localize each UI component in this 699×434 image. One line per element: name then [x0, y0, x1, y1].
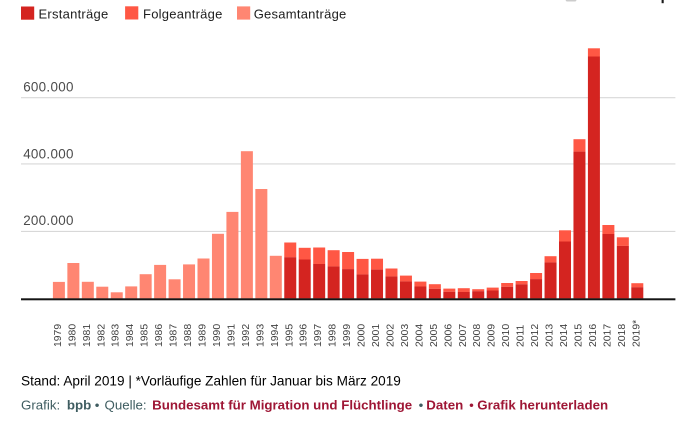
svg-text:2004: 2004	[414, 324, 425, 347]
svg-text:1988: 1988	[183, 324, 194, 347]
svg-text:1997: 1997	[313, 324, 324, 347]
svg-text:Erstanträge: Erstanträge	[39, 7, 109, 22]
svg-text:2017: 2017	[602, 324, 613, 347]
svg-text:1984: 1984	[125, 324, 136, 347]
svg-text:2009: 2009	[487, 324, 498, 347]
svg-text:2008: 2008	[472, 324, 483, 347]
svg-text:1986: 1986	[154, 324, 165, 347]
svg-text:1996: 1996	[299, 324, 310, 347]
svg-text:1980: 1980	[67, 324, 78, 347]
svg-text:2012: 2012	[530, 324, 541, 347]
svg-text:2005: 2005	[429, 324, 440, 347]
svg-text:2015: 2015	[573, 324, 584, 347]
svg-text:2011: 2011	[516, 324, 527, 347]
svg-text:1991: 1991	[226, 324, 237, 347]
svg-text:Gesamtanträge: Gesamtanträge	[254, 7, 347, 22]
svg-text:2007: 2007	[458, 324, 469, 347]
svg-text:1990: 1990	[212, 324, 223, 347]
svg-text:2006: 2006	[443, 324, 454, 347]
svg-text:1985: 1985	[140, 324, 151, 347]
svg-text:1982: 1982	[96, 324, 107, 347]
svg-text:200.000: 200.000	[23, 213, 74, 228]
svg-text:1999: 1999	[342, 324, 353, 347]
svg-text:1981: 1981	[82, 324, 93, 347]
svg-text:2019*: 2019*	[631, 320, 642, 347]
svg-text:1994: 1994	[270, 324, 281, 347]
svg-text:Grafik:bpb•Quelle:Bundesamt fü: Grafik: bpb • Quelle: Bundesamt für Migratio…	[21, 398, 608, 413]
svg-text:1987: 1987	[169, 324, 180, 347]
svg-text:1992: 1992	[241, 324, 252, 347]
svg-text:2001: 2001	[371, 324, 382, 347]
svg-text:1979: 1979	[53, 324, 64, 347]
svg-text:2014: 2014	[559, 324, 570, 347]
svg-text:1993: 1993	[255, 324, 266, 347]
svg-text:2018: 2018	[617, 324, 628, 347]
svg-text:400.000: 400.000	[23, 146, 74, 161]
svg-text:2016: 2016	[588, 324, 599, 347]
svg-text:1989: 1989	[198, 324, 209, 347]
svg-text:Folgeanträge: Folgeanträge	[143, 7, 223, 22]
svg-text:2002: 2002	[385, 324, 396, 347]
svg-text:2010: 2010	[501, 324, 512, 347]
svg-text:1995: 1995	[284, 324, 295, 347]
svg-text:2000: 2000	[357, 324, 368, 347]
svg-text:2013: 2013	[545, 324, 556, 347]
svg-text:1998: 1998	[328, 324, 339, 347]
svg-text:Stand: April 2019 | *Vorläufig: Stand: April 2019 | *Vorläufige Zahlen f…	[21, 374, 401, 389]
svg-text:600.000: 600.000	[23, 80, 74, 95]
svg-text:1983: 1983	[111, 324, 122, 347]
svg-text:2003: 2003	[400, 324, 411, 347]
